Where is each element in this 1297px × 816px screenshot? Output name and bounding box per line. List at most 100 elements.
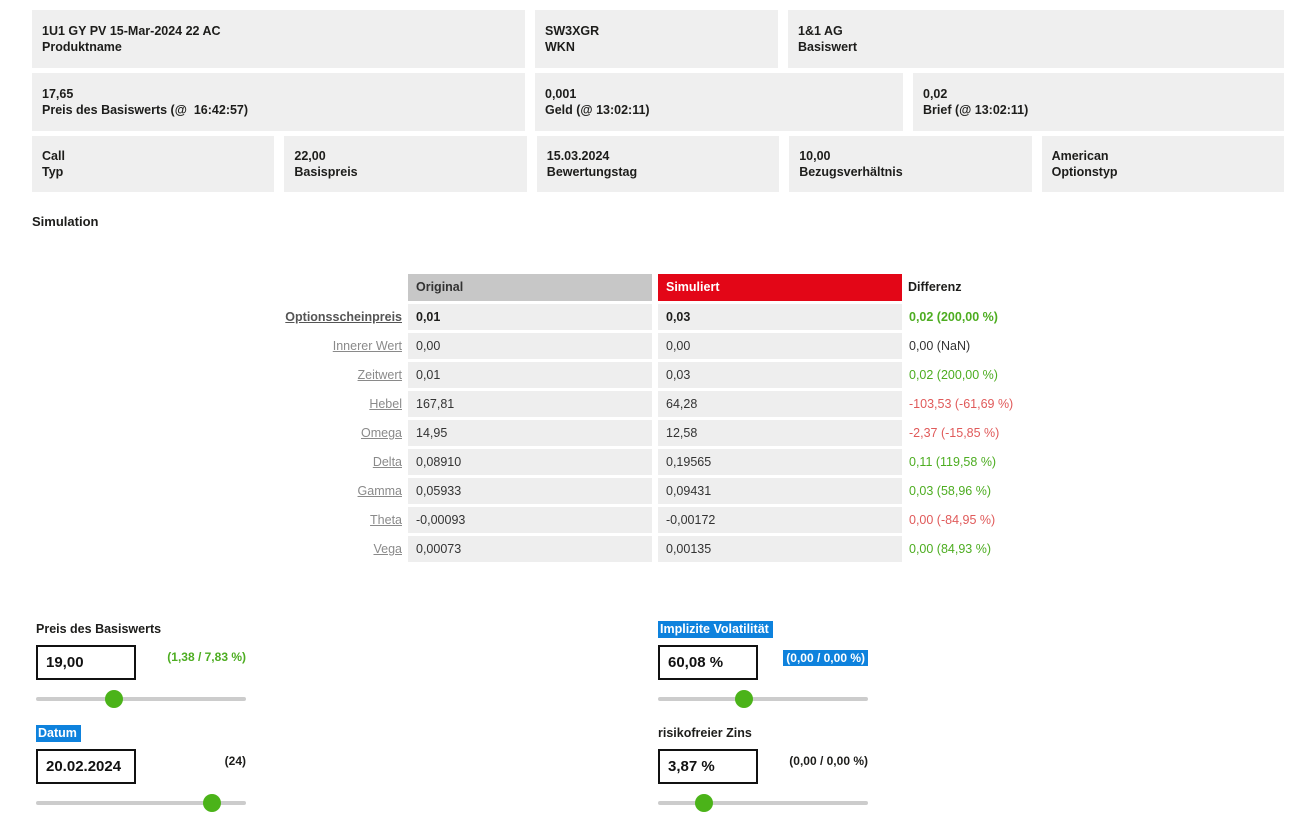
simulated-column-header: Simuliert [658, 274, 902, 301]
valuation-date-value: 15.03.2024 [546, 149, 610, 163]
difference-column-header: Differenz [908, 280, 962, 294]
wkn-value: SW3XGR [545, 24, 600, 38]
slider-thumb[interactable] [695, 794, 714, 812]
wkn-card: SW3XGR WKN [535, 10, 778, 68]
slider-track[interactable] [658, 801, 868, 805]
table-row-vega: Vega 0,00073 0,00135 0,00 (84,93 %) [283, 536, 1297, 562]
row-label-link[interactable]: Hebel [369, 397, 402, 411]
original-value: 167,81 [408, 391, 652, 417]
wkn-label: WKN [545, 40, 575, 54]
implied-volatility-control-label: Implizite Volatilität [658, 621, 773, 638]
underlying-price-change-note: (1,38 / 7,83 %) [167, 650, 246, 664]
row-label-link[interactable]: Vega [373, 542, 402, 556]
slider-thumb[interactable] [203, 794, 222, 812]
ask-value: 0,02 [923, 87, 948, 101]
difference-value: 0,02 (200,00 %) [909, 310, 998, 324]
header-spacer [283, 274, 402, 301]
valuation-date-label: Bewertungstag [546, 165, 638, 179]
row-label-link[interactable]: Theta [370, 513, 402, 527]
product-name-value: 1U1 GY PV 15-Mar-2024 22 AC [42, 24, 221, 38]
ratio-value: 10,00 [799, 149, 831, 163]
strike-value: 22,00 [294, 149, 326, 163]
simulated-value: 12,58 [658, 420, 902, 446]
simulated-value: 0,03 [658, 304, 902, 330]
row-label-link[interactable]: Zeitwert [357, 368, 402, 382]
simulated-value: 0,09431 [658, 478, 902, 504]
difference-value: 0,03 (58,96 %) [909, 484, 991, 498]
type-label: Typ [42, 165, 64, 179]
row-label-link[interactable]: Omega [361, 426, 402, 440]
date-slider[interactable] [36, 794, 246, 812]
date-control-label: Datum [36, 725, 81, 742]
difference-value: -2,37 (-15,85 %) [909, 426, 1000, 440]
table-row-hebel: Hebel 167,81 64,28 -103,53 (-61,69 %) [283, 391, 1297, 417]
difference-value: 0,00 (-84,95 %) [909, 513, 996, 527]
row-label-link[interactable]: Innerer Wert [332, 339, 402, 353]
underlying-price-input[interactable] [36, 645, 136, 680]
control-underlying-price: Preis des Basiswerts (1,38 / 7,83 %) [36, 622, 246, 708]
original-value: 0,08910 [408, 449, 652, 475]
table-row-theta: Theta -0,00093 -0,00172 0,00 (-84,95 %) [283, 507, 1297, 533]
difference-value: 0,02 (200,00 %) [909, 368, 998, 382]
row-label-link[interactable]: Optionsscheinpreis [285, 310, 402, 324]
original-column-header: Original [408, 274, 652, 301]
product-name-card: 1U1 GY PV 15-Mar-2024 22 AC Produktname [32, 10, 525, 68]
type-value: Call [42, 149, 65, 163]
bid-value: 0,001 [545, 87, 577, 101]
difference-value: 0,11 (119,58 %) [909, 455, 997, 469]
simulated-value: 0,19565 [658, 449, 902, 475]
underlying-price-slider[interactable] [36, 690, 246, 708]
risk-free-rate-control-label: risikofreier Zins [658, 726, 752, 740]
simulated-value: 0,00 [658, 333, 902, 359]
table-row-zeitwert: Zeitwert 0,01 0,03 0,02 (200,00 %) [283, 362, 1297, 388]
slider-track[interactable] [36, 697, 246, 701]
table-row-omega: Omega 14,95 12,58 -2,37 (-15,85 %) [283, 420, 1297, 446]
strike-label: Basispreis [294, 165, 358, 179]
info-card-row-1: 1U1 GY PV 15-Mar-2024 22 AC Produktname … [32, 10, 1284, 68]
control-risk-free-rate: risikofreier Zins (0,00 / 0,00 %) [658, 726, 868, 812]
date-input[interactable] [36, 749, 136, 784]
implied-volatility-input[interactable] [658, 645, 758, 680]
simulation-table: Original Simuliert Differenz Optionssche… [283, 274, 1297, 562]
table-row-gamma: Gamma 0,05933 0,09431 0,03 (58,96 %) [283, 478, 1297, 504]
implied-volatility-change-note: (0,00 / 0,00 %) [783, 650, 868, 666]
slider-thumb[interactable] [104, 690, 123, 708]
basiswert-card: 1&1 AG Basiswert [788, 10, 1284, 68]
valuation-date-card: 15.03.2024 Bewertungstag [536, 136, 780, 192]
row-label-link[interactable]: Gamma [357, 484, 402, 498]
simulated-value: 64,28 [658, 391, 902, 417]
date-days-note: (24) [224, 754, 246, 768]
type-card: Call Typ [32, 136, 275, 192]
risk-free-rate-slider[interactable] [658, 794, 868, 812]
strike-card: 22,00 Basispreis [284, 136, 527, 192]
original-value: 14,95 [408, 420, 652, 446]
original-value: -0,00093 [408, 507, 652, 533]
risk-free-rate-input[interactable] [658, 749, 758, 784]
table-row-optionsscheinpreis: Optionsscheinpreis 0,01 0,03 0,02 (200,0… [283, 304, 1297, 330]
underlying-price-control-label: Preis des Basiswerts [36, 622, 162, 636]
product-name-label: Produktname [42, 40, 122, 54]
slider-thumb[interactable] [735, 690, 754, 708]
difference-value: -103,53 (-61,69 %) [909, 397, 1014, 411]
row-label-link[interactable]: Delta [372, 455, 402, 469]
basiswert-value: 1&1 AG [798, 24, 843, 38]
option-style-label: Optionstyp [1051, 165, 1118, 179]
slider-track[interactable] [658, 697, 868, 701]
table-header-row: Original Simuliert Differenz [283, 274, 1297, 301]
ratio-label: Bezugsverhältnis [799, 165, 903, 179]
option-style-card: American Optionstyp [1041, 136, 1284, 192]
slider-track[interactable] [36, 801, 246, 805]
simulated-value: 0,00135 [658, 536, 902, 562]
original-value: 0,01 [408, 362, 652, 388]
original-value: 0,05933 [408, 478, 652, 504]
implied-volatility-slider[interactable] [658, 690, 868, 708]
simulation-controls: Preis des Basiswerts (1,38 / 7,83 %) Imp… [36, 621, 1297, 812]
instrument-info-cards: 1U1 GY PV 15-Mar-2024 22 AC Produktname … [32, 10, 1284, 192]
ratio-card: 10,00 Bezugsverhältnis [789, 136, 1032, 192]
control-date: Datum (24) [36, 725, 246, 812]
bid-label: Geld (@ 13:02:11) [545, 103, 650, 117]
underlying-price-value: 17,65 [42, 87, 74, 101]
info-card-row-2: 17,65 Preis des Basiswerts (@ 16:42:57) … [32, 73, 1284, 131]
original-value: 0,01 [408, 304, 652, 330]
simulated-value: 0,03 [658, 362, 902, 388]
